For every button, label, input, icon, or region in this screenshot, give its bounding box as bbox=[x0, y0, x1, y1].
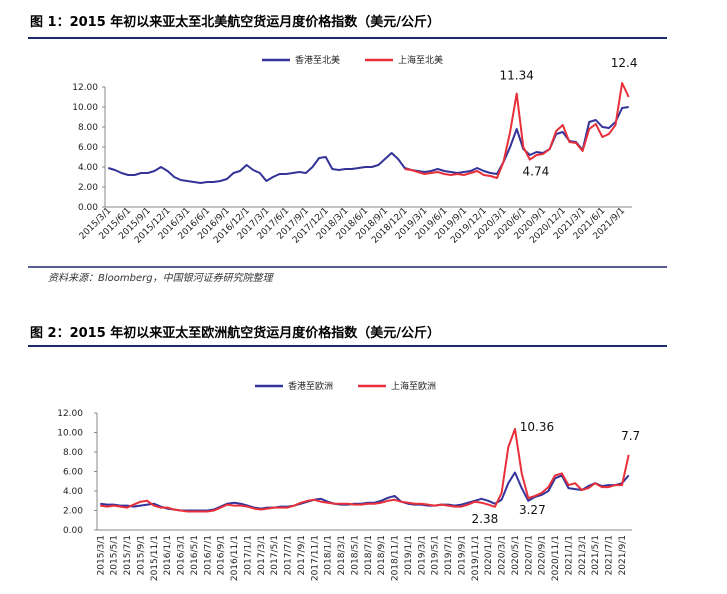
y-tick-label: 4.00 bbox=[78, 163, 98, 173]
x-tick-label: 2017/11/1 bbox=[310, 535, 320, 581]
x-tick-label: 2021/3/1 bbox=[578, 535, 588, 575]
x-tick-label: 2021/5/1 bbox=[591, 535, 601, 575]
y-tick-label: 10.00 bbox=[57, 429, 83, 439]
y-tick-label: 2.00 bbox=[63, 507, 83, 517]
x-tick-label: 2018/11/1 bbox=[391, 535, 401, 581]
x-tick-label: 2020/3/1 bbox=[498, 535, 508, 575]
x-tick-label: 2016/5/1 bbox=[190, 535, 200, 575]
x-tick-label: 2018/3/1 bbox=[337, 535, 347, 575]
x-tick-label: 2015/7/1 bbox=[123, 535, 133, 575]
y-tick-label: 12.00 bbox=[72, 83, 98, 93]
x-tick-label: 2021/1/1 bbox=[564, 535, 574, 575]
x-tick-label: 2017/5/1 bbox=[270, 535, 280, 575]
series-line bbox=[100, 428, 630, 513]
x-tick-label: 2016/9/1 bbox=[217, 535, 227, 575]
x-tick-label: 2015/5/1 bbox=[110, 535, 120, 575]
source-note: 资料来源：Bloomberg，中国银河证券研究院整理 bbox=[48, 272, 275, 284]
x-tick-label: 2017/9/1 bbox=[297, 535, 307, 575]
legend-label: 上海至北美 bbox=[398, 54, 443, 66]
y-tick-label: 10.00 bbox=[72, 103, 98, 113]
x-tick-label: 2018/9/1 bbox=[377, 535, 387, 575]
x-tick-label: 2018/7/1 bbox=[364, 535, 374, 575]
x-tick-label: 2015/3/1 bbox=[96, 535, 106, 575]
x-tick-label: 2015/11/1 bbox=[150, 535, 160, 581]
x-tick-label: 2020/9/1 bbox=[538, 535, 548, 575]
y-tick-label: 2.00 bbox=[78, 183, 98, 193]
x-tick-label: 2016/11/1 bbox=[230, 535, 240, 581]
x-tick-label: 2017/1/1 bbox=[243, 535, 253, 575]
x-tick-label: 2015/9/1 bbox=[136, 535, 146, 575]
data-label: 10.36 bbox=[520, 420, 554, 434]
data-label: 7.7 bbox=[621, 429, 640, 443]
x-tick-label: 2019/3/1 bbox=[417, 535, 427, 575]
x-tick-label: 2018/1/1 bbox=[324, 535, 334, 575]
x-tick-label: 2016/7/1 bbox=[203, 535, 213, 575]
y-tick-label: 8.00 bbox=[78, 123, 98, 133]
legend-label: 香港至欧洲 bbox=[288, 380, 333, 392]
y-tick-label: 6.00 bbox=[63, 468, 83, 478]
x-tick-label: 2016/1/1 bbox=[163, 535, 173, 575]
x-tick-label: 2020/11/1 bbox=[551, 535, 561, 581]
series-line bbox=[404, 82, 630, 179]
x-tick-label: 2019/5/1 bbox=[431, 535, 441, 575]
figure-title: 图 2：2015 年初以来亚太至欧洲航空货运月度价格指数（美元/公斤） bbox=[30, 325, 440, 341]
data-label: 3.27 bbox=[519, 503, 546, 517]
x-tick-label: 2019/7/1 bbox=[444, 535, 454, 575]
x-tick-label: 2016/3/1 bbox=[177, 535, 187, 575]
legend-label: 香港至北美 bbox=[295, 54, 340, 66]
x-tick-label: 2021/7/1 bbox=[605, 535, 615, 575]
y-tick-label: 0.00 bbox=[63, 526, 83, 536]
x-tick-label: 2020/5/1 bbox=[511, 535, 521, 575]
x-tick-label: 2017/3/1 bbox=[257, 535, 267, 575]
x-tick-label: 2017/7/1 bbox=[284, 535, 294, 575]
series-line bbox=[108, 106, 629, 184]
x-tick-label: 2021/9/1 bbox=[618, 535, 628, 575]
data-label: 12.4 bbox=[611, 56, 638, 70]
data-label: 11.34 bbox=[500, 69, 534, 83]
x-tick-label: 2019/9/1 bbox=[457, 535, 467, 575]
y-tick-label: 0.00 bbox=[78, 203, 98, 213]
x-tick-label: 2020/1/1 bbox=[484, 535, 494, 575]
y-tick-label: 6.00 bbox=[78, 143, 98, 153]
data-label: 2.38 bbox=[472, 512, 499, 526]
x-tick-label: 2019/11/1 bbox=[471, 535, 481, 581]
x-tick-label: 2018/5/1 bbox=[350, 535, 360, 575]
x-tick-label: 2019/1/1 bbox=[404, 535, 414, 575]
y-tick-label: 4.00 bbox=[63, 487, 83, 497]
y-tick-label: 8.00 bbox=[63, 448, 83, 458]
y-tick-label: 12.00 bbox=[57, 409, 83, 419]
figure-title: 图 1：2015 年初以来亚太至北美航空货运月度价格指数（美元/公斤） bbox=[30, 14, 440, 30]
data-label: 4.74 bbox=[523, 165, 550, 179]
x-tick-label: 2020/7/1 bbox=[524, 535, 534, 575]
legend-label: 上海至欧洲 bbox=[391, 380, 436, 392]
